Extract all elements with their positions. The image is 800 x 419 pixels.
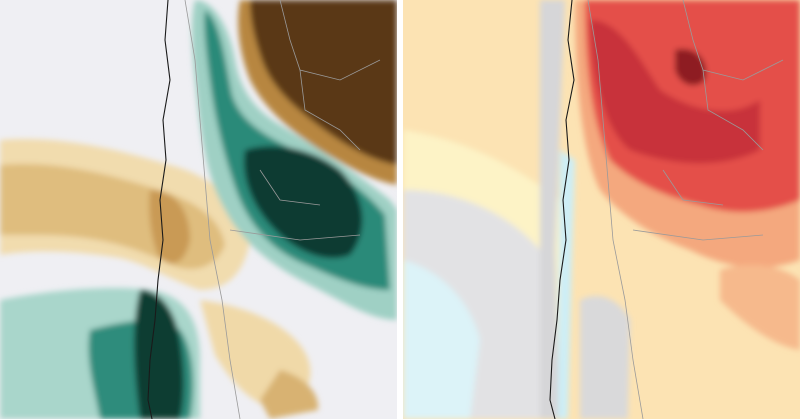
left-map-panel xyxy=(0,0,397,419)
anomaly-fields xyxy=(403,0,800,419)
coastline xyxy=(549,0,575,419)
province-borders xyxy=(229,0,381,241)
cyan-ocean xyxy=(403,260,480,419)
warm-peak xyxy=(675,49,706,86)
coastline xyxy=(147,0,171,419)
warm-core xyxy=(590,20,760,164)
cyan-coast xyxy=(558,150,575,419)
anomaly-fields xyxy=(0,0,397,419)
wet-south-core xyxy=(134,290,184,419)
right-map-panel xyxy=(403,0,800,419)
border xyxy=(587,0,644,419)
wet-core xyxy=(244,146,363,259)
grey-coast-strip xyxy=(540,0,565,419)
grey-south xyxy=(580,296,630,419)
border xyxy=(184,0,241,419)
warm-south xyxy=(720,264,800,350)
tan-core xyxy=(149,190,190,264)
dry-core xyxy=(250,0,397,165)
divider xyxy=(397,0,403,419)
tan-south-core xyxy=(260,370,319,419)
province-borders xyxy=(632,0,784,241)
